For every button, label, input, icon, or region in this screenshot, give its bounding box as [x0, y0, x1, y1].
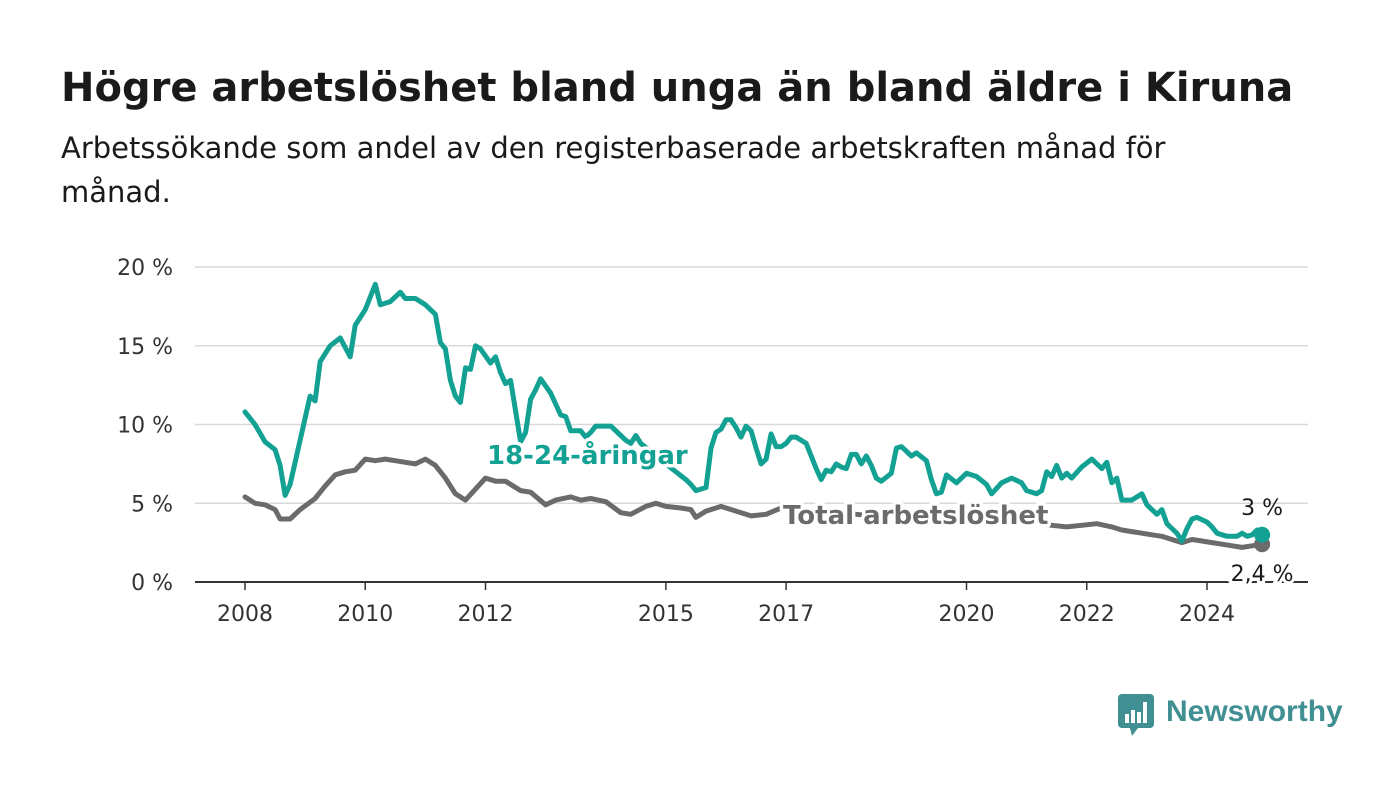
newsworthy-chart-icon [1118, 694, 1154, 736]
x-tick-label: 2024 [1179, 602, 1235, 627]
total-arbetsloshet-line [242, 456, 1265, 550]
x-tick-label: 2022 [1059, 602, 1115, 627]
series-label-youth: 18-24-åringar [487, 439, 688, 471]
x-tick-label: 2010 [337, 602, 393, 627]
youth-18-24-end-point [1254, 526, 1271, 543]
series-label-total: Total arbetslöshet [783, 501, 1048, 531]
gridlines [195, 266, 1308, 583]
x-tick-label: 2015 [638, 602, 694, 627]
end-value-youth: 3 % [1241, 496, 1283, 521]
newsworthy-logo: Newsworthy [1118, 690, 1343, 736]
x-axis-ticks: 2008 2010 2012 2015 2017 2020 2022 2024 [217, 582, 1235, 627]
chart-title: Högre arbetslöshet bland unga än bland ä… [61, 65, 1294, 111]
x-tick-label: 2008 [217, 602, 273, 627]
y-axis-ticks: 0 % 5 % 10 % 15 % 20 % [117, 256, 173, 596]
youth-18-24-line [242, 281, 1265, 544]
series-label-total-halo: Total arbetslöshet [783, 501, 1048, 531]
x-tick-label: 2020 [939, 602, 995, 627]
logo-text: Newsworthy [1166, 695, 1343, 728]
series-lines [242, 281, 1271, 553]
y-tick-label: 10 % [117, 414, 173, 439]
y-tick-label: 5 % [131, 492, 173, 517]
y-tick-label: 20 % [117, 256, 173, 281]
series-label-youth-halo: 18-24-åringar [487, 439, 688, 471]
chart-subtitle: Arbetssökande som andel av den registerb… [61, 131, 1166, 209]
end-value-total: 2,4 % [1231, 562, 1294, 587]
x-tick-label: 2017 [758, 602, 814, 627]
x-tick-label: 2012 [458, 602, 514, 627]
y-tick-label: 0 % [131, 571, 173, 596]
y-tick-label: 15 % [117, 335, 173, 360]
